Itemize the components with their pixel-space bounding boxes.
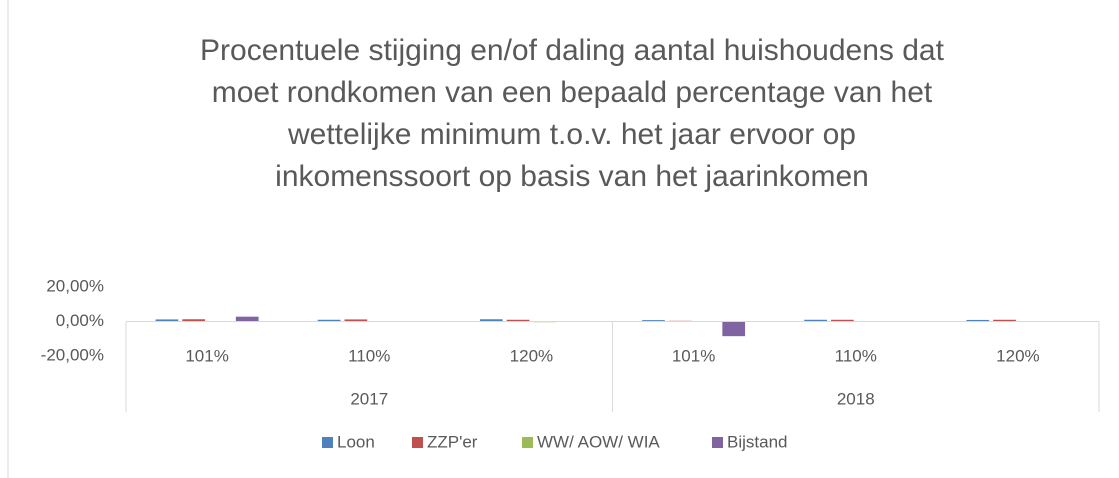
x-tick-label: 110%: [348, 346, 390, 365]
legend-label: Bijstand: [727, 432, 787, 451]
x-tick-label: 101%: [672, 346, 715, 365]
legend-label: WW/ AOW/ WIA: [537, 432, 660, 451]
bar: [804, 319, 827, 322]
chart-border: [7, 0, 1119, 478]
bar: [235, 316, 259, 322]
chart-title: moet rondkomen van een bepaald percentag…: [212, 76, 933, 109]
bar: [155, 319, 179, 322]
x-tick-label: 110%: [835, 346, 877, 365]
bar: [831, 319, 854, 322]
y-tick-label: 0,00%: [56, 311, 104, 330]
chart-title: wettelijke minimum t.o.v. het jaar ervoo…: [287, 118, 856, 151]
bar: [317, 319, 341, 322]
legend-swatch: [522, 437, 533, 448]
bar: [182, 319, 206, 322]
y-tick-label: 20,00%: [46, 276, 104, 295]
y-tick-label: -20,00%: [41, 345, 104, 364]
legend-swatch: [412, 437, 423, 448]
group-label: 2017: [350, 389, 388, 408]
legend-swatch: [322, 437, 333, 448]
x-tick-label: 120%: [996, 346, 1039, 365]
bar: [966, 319, 990, 322]
bar: [479, 319, 503, 322]
bar: [506, 319, 530, 322]
legend-label: ZZP'er: [427, 432, 478, 451]
legend-label: Loon: [337, 432, 375, 451]
bar: [993, 319, 1016, 322]
chart-title: Procentuele stijging en/of daling aantal…: [200, 34, 945, 67]
chart-title: inkomenssoort op basis van het jaarinkom…: [275, 160, 869, 193]
x-tick-label: 101%: [185, 346, 228, 365]
bar: [344, 319, 368, 322]
group-label: 2018: [837, 389, 875, 408]
bar: [642, 320, 665, 322]
legend-swatch: [712, 437, 723, 448]
bar: [722, 321, 746, 337]
x-tick-label: 120%: [510, 346, 553, 365]
